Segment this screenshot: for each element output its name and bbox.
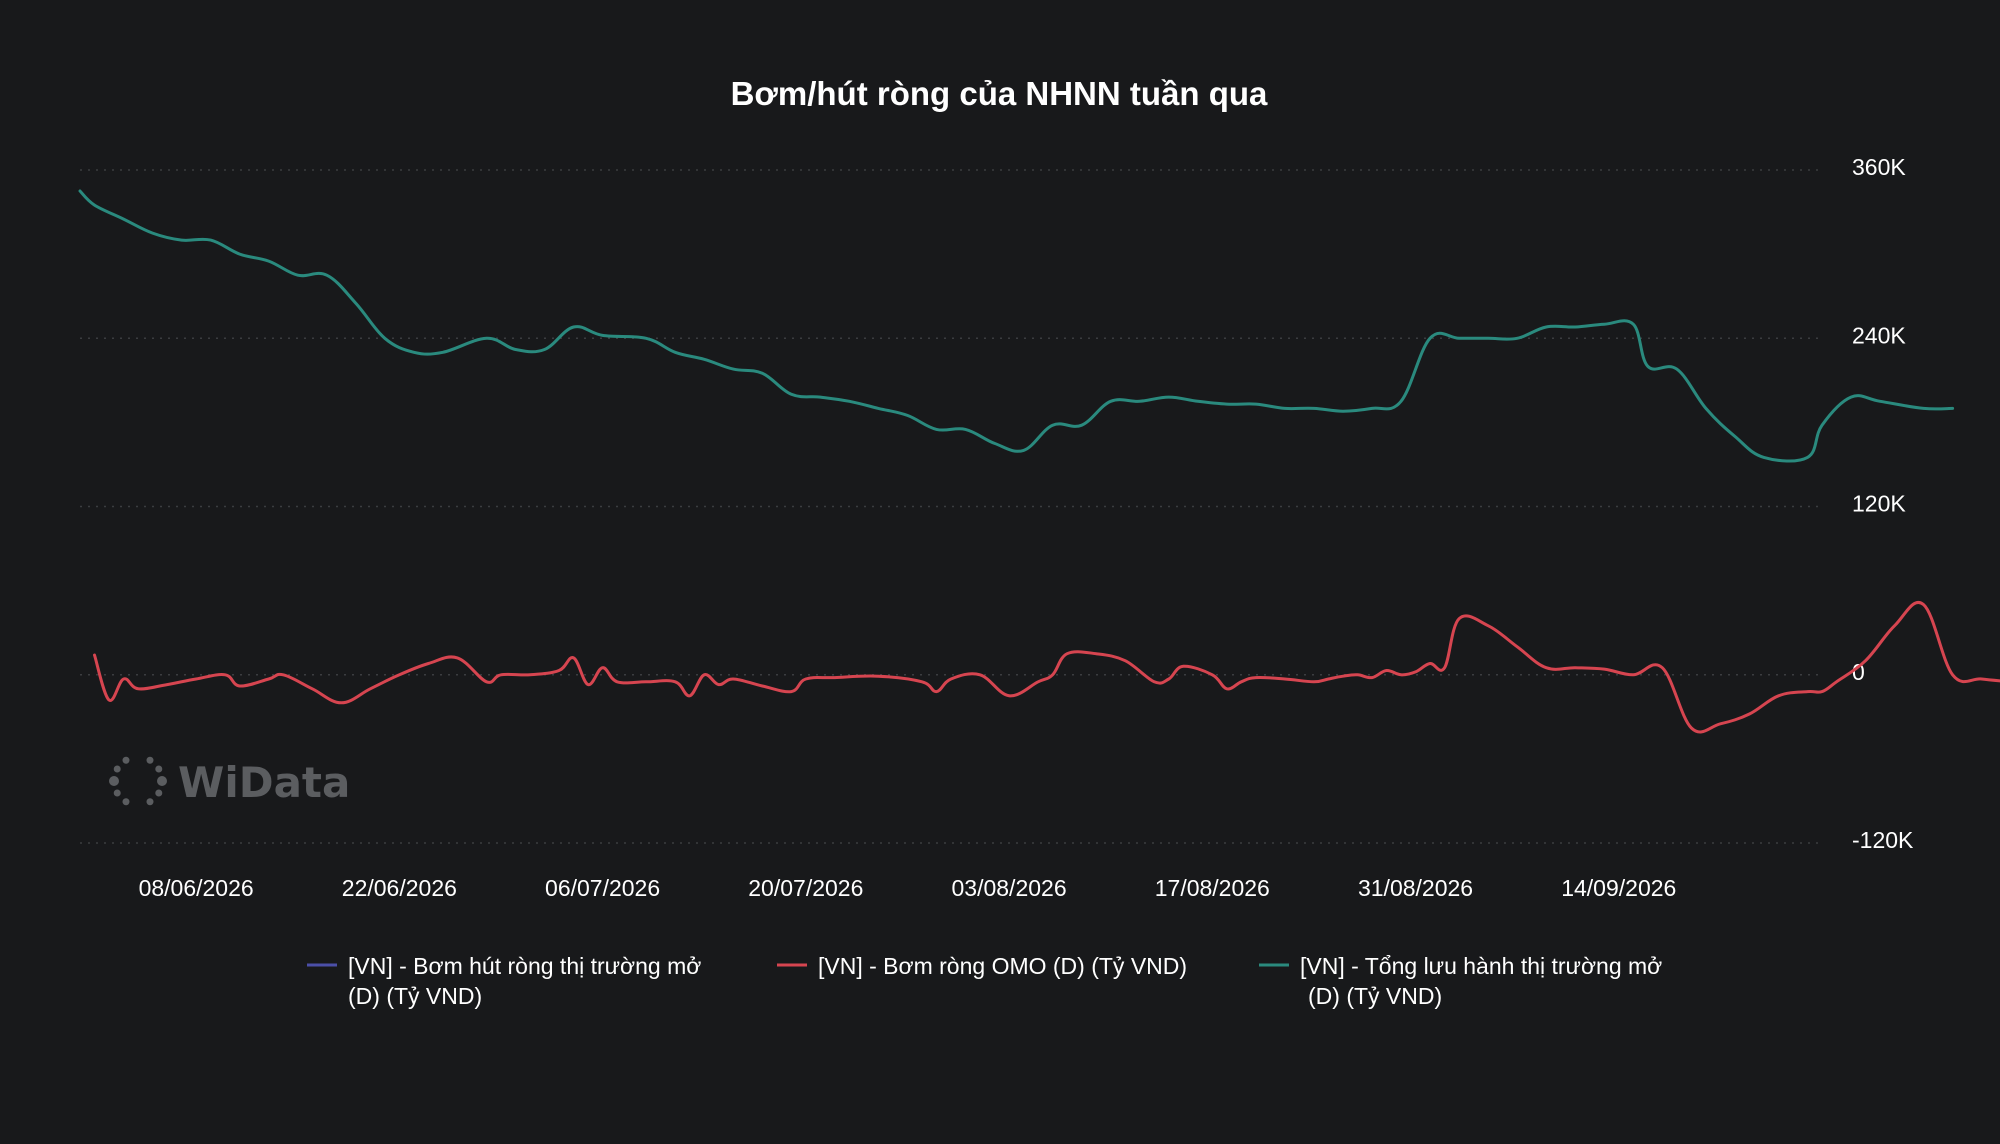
x-tick-label: 03/08/2026	[952, 875, 1067, 901]
logo-dot	[122, 756, 130, 764]
legend-label: [VN] - Tổng lưu hành thị trường mở	[1300, 953, 1662, 979]
x-tick-label: 14/09/2026	[1561, 875, 1676, 901]
logo-dot	[113, 789, 121, 797]
x-tick-label: 22/06/2026	[342, 875, 457, 901]
legend-label: (D) (Tỷ VND)	[1308, 983, 1442, 1009]
series-line-2	[78, 189, 1955, 463]
legend-label: (D) (Tỷ VND)	[348, 983, 482, 1009]
x-tick-label: 31/08/2026	[1358, 875, 1473, 901]
y-tick-label: -120K	[1852, 827, 1914, 853]
x-tick-label: 06/07/2026	[545, 875, 660, 901]
legend: [VN] - Bơm hút ròng thị trường mở (D) (Tỷ…	[307, 953, 1662, 1009]
widata-watermark: WiData	[109, 756, 350, 807]
chart-title: Bơm/hút ròng của NHNN tuần qua	[731, 75, 1268, 112]
legend-label: [VN] - Bơm ròng OMO (D) (Tỷ VND)	[818, 953, 1187, 979]
logo-dot	[155, 789, 163, 797]
widata-logo-icon	[109, 756, 167, 806]
x-tick-label: 08/06/2026	[139, 875, 254, 901]
logo-dot	[146, 798, 154, 806]
y-tick-label: 360K	[1852, 154, 1906, 180]
x-tick-label: 17/08/2026	[1155, 875, 1270, 901]
logo-dot	[157, 776, 167, 786]
series-line-1	[93, 601, 2000, 734]
legend-item-1[interactable]: [VN] - Bơm ròng OMO (D) (Tỷ VND)	[777, 953, 1187, 979]
logo-dot	[109, 776, 119, 786]
y-tick-label: 120K	[1852, 491, 1906, 517]
legend-item-2[interactable]: [VN] - Tổng lưu hành thị trường mở (D) (T…	[1259, 953, 1662, 1009]
x-axis-labels: 08/06/2026 22/06/2026 06/07/2026 20/07/2026…	[139, 875, 1677, 901]
legend-item-0[interactable]: [VN] - Bơm hút ròng thị trường mở (D) (Tỷ…	[307, 953, 701, 1009]
grid-lines	[80, 169, 1822, 844]
y-tick-label: 240K	[1852, 322, 1906, 348]
logo-dot	[146, 756, 154, 764]
logo-dot	[113, 765, 121, 773]
logo-dot	[122, 798, 130, 806]
logo-dot	[155, 765, 163, 773]
x-tick-label: 20/07/2026	[748, 875, 863, 901]
watermark-text: WiData	[178, 758, 350, 807]
series-lines	[78, 189, 2000, 734]
legend-label: [VN] - Bơm hút ròng thị trường mở	[348, 953, 701, 979]
